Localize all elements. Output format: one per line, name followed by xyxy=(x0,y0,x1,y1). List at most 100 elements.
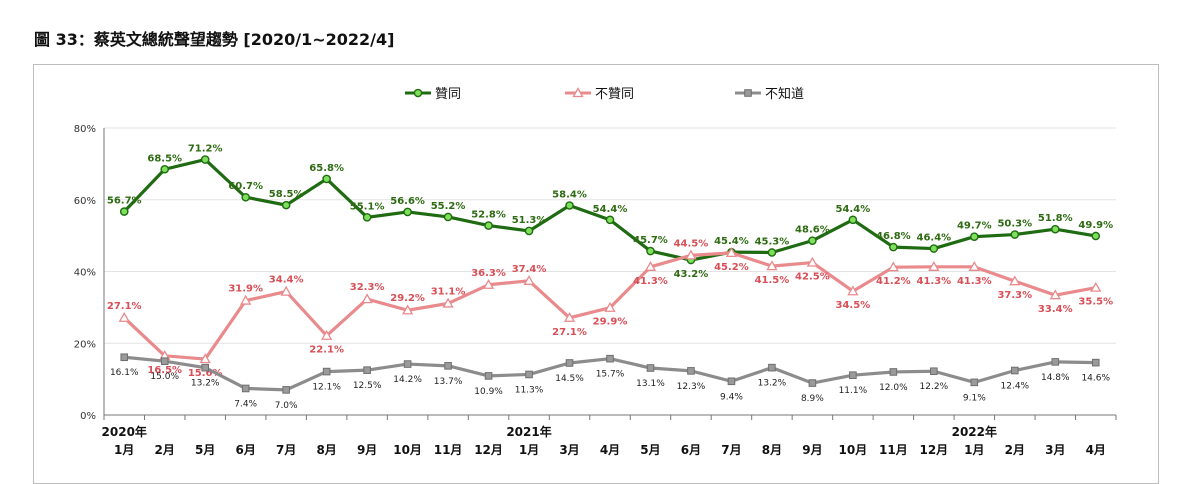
x-tick-label: 5月 xyxy=(640,443,660,457)
data-point xyxy=(443,212,453,222)
data-point xyxy=(322,174,331,184)
data-label: 27.1% xyxy=(552,327,587,338)
data-point xyxy=(644,261,657,271)
data-label: 41.3% xyxy=(957,276,992,287)
data-point xyxy=(241,384,250,393)
data-label: 54.4% xyxy=(836,204,871,215)
legend-marker xyxy=(572,87,584,98)
data-point xyxy=(930,367,938,376)
data-label: 45.4% xyxy=(714,236,749,247)
data-label: 9.1% xyxy=(963,393,986,403)
x-tick-label: 5月 xyxy=(195,443,215,457)
data-label: 50.3% xyxy=(997,219,1032,230)
data-label: 58.5% xyxy=(269,189,304,200)
line-chart: 0% 20% 40% 60% 80% 1月 2月 5月 6月 7月 8月 9月 10月 11月 12月 1月 3… xyxy=(74,86,1117,457)
data-label: 46.8% xyxy=(876,231,911,242)
data-point xyxy=(362,213,372,222)
data-point xyxy=(160,357,169,365)
x-tick-label: 2月 xyxy=(1005,443,1025,457)
x-tick-label: 1月 xyxy=(519,443,539,457)
data-label: 32.3% xyxy=(350,282,385,293)
data-point xyxy=(119,207,129,216)
data-label: 16.1% xyxy=(110,368,139,378)
data-point xyxy=(1010,230,1020,239)
data-point xyxy=(646,364,655,372)
y-tick-label: 40% xyxy=(74,268,96,279)
x-tick-label: 8月 xyxy=(316,443,336,457)
data-point xyxy=(968,261,980,271)
x-tick-label: 3月 xyxy=(1045,443,1065,457)
data-point xyxy=(241,192,250,202)
data-point xyxy=(240,294,252,305)
data-label: 45.2% xyxy=(714,262,749,273)
y-tick-label: 0% xyxy=(80,411,96,422)
data-point xyxy=(1009,275,1021,286)
data-label: 46.4% xyxy=(916,233,951,244)
data-label: 55.2% xyxy=(431,201,466,212)
x-year-label: 2022年 xyxy=(952,424,997,439)
data-point xyxy=(970,232,979,242)
data-label: 11.1% xyxy=(839,386,868,396)
data-point xyxy=(887,261,899,272)
data-label: 29.2% xyxy=(390,293,425,304)
data-label: 13.2% xyxy=(191,379,220,389)
data-label: 12.3% xyxy=(677,382,706,392)
data-label: 16.5% xyxy=(147,365,182,376)
data-label: 8.9% xyxy=(801,394,824,404)
data-point xyxy=(1049,289,1061,300)
data-point xyxy=(200,155,210,164)
data-point xyxy=(442,297,454,308)
data-point xyxy=(808,236,817,245)
data-point xyxy=(281,200,291,210)
data-label: 15.7% xyxy=(596,370,625,380)
data-label: 12.0% xyxy=(879,383,908,393)
data-label: 15.6% xyxy=(188,368,223,379)
data-point xyxy=(199,353,211,364)
x-tick-label: 4月 xyxy=(600,443,620,457)
data-label: 48.6% xyxy=(795,225,830,236)
data-label: 34.5% xyxy=(836,300,871,311)
data-label: 31.1% xyxy=(431,286,466,297)
legend-marker xyxy=(413,88,423,98)
data-label: 14.8% xyxy=(1041,373,1070,383)
data-label: 49.9% xyxy=(1078,220,1113,231)
data-label: 11.3% xyxy=(515,385,544,395)
data-label: 12.1% xyxy=(312,383,341,393)
data-label: 41.2% xyxy=(876,276,911,287)
x-tick-label: 6月 xyxy=(681,443,701,457)
data-label: 12.5% xyxy=(353,381,382,391)
data-point xyxy=(565,201,574,210)
y-tick-label: 60% xyxy=(74,196,96,207)
data-label: 68.5% xyxy=(147,153,182,164)
data-label: 65.8% xyxy=(309,163,344,174)
y-tick-label: 20% xyxy=(74,339,96,350)
x-tick-label: 2月 xyxy=(155,443,175,457)
data-point xyxy=(847,285,859,296)
data-point xyxy=(321,329,333,340)
data-point xyxy=(970,378,979,387)
data-label: 35.5% xyxy=(1078,297,1113,308)
data-point xyxy=(889,368,898,376)
data-label: 29.9% xyxy=(593,317,628,328)
data-label: 43.2% xyxy=(674,269,709,280)
data-point xyxy=(687,367,695,375)
data-point xyxy=(849,371,857,379)
data-point xyxy=(767,248,777,257)
data-point xyxy=(646,246,655,256)
data-point xyxy=(889,242,898,252)
data-label: 22.1% xyxy=(309,345,344,356)
data-label: 12.2% xyxy=(920,382,949,392)
data-label: 44.5% xyxy=(674,238,709,249)
data-point xyxy=(1091,358,1100,367)
data-label: 56.6% xyxy=(390,196,425,207)
x-tick-label: 11月 xyxy=(434,443,463,457)
data-label: 14.5% xyxy=(555,374,584,384)
data-point xyxy=(1011,366,1019,375)
data-label: 51.8% xyxy=(1038,213,1073,224)
data-label: 41.3% xyxy=(916,276,951,287)
data-label: 13.7% xyxy=(434,377,463,387)
data-label: 56.7% xyxy=(107,196,142,207)
data-point xyxy=(403,360,412,368)
data-point xyxy=(725,247,738,257)
data-point xyxy=(766,260,778,271)
